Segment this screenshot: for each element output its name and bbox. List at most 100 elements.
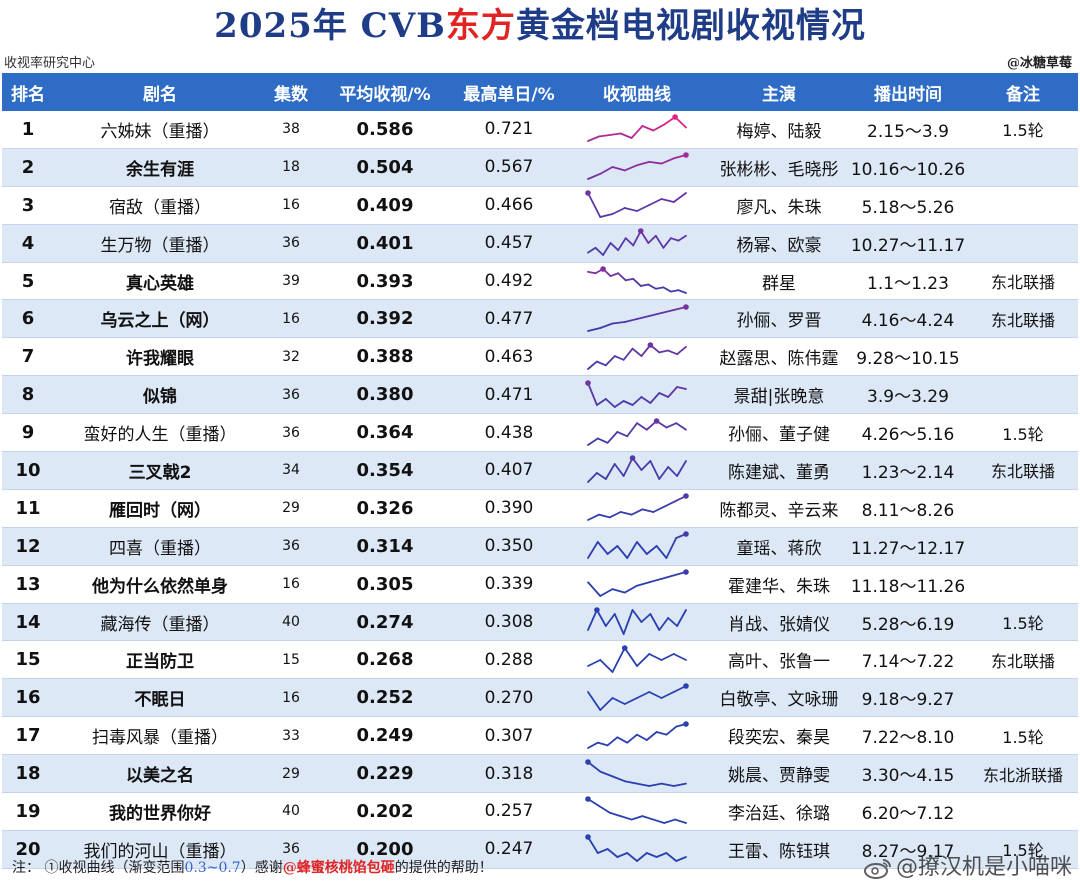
cell-avg: 0.305 [316,565,454,604]
cell-name: 生万物（重播） [54,224,266,263]
rating-curve [585,758,687,787]
curve-segment [676,345,687,355]
cell-note [968,527,1078,566]
cell-time: 8.27～9.17 [848,830,968,869]
cell-rank: 10 [2,451,54,490]
cell-note: 1.5轮 [968,830,1078,869]
curve-segment [665,421,678,429]
cell-cast: 陈建斌、董勇 [710,451,848,490]
col-avg: 平均收视/% [316,73,454,111]
curve-peak-dot [585,796,591,803]
footer-mid: ）感谢 [240,860,283,876]
table-row: 6 乌云之上（网） 16 0.392 0.477 孙俪、罗晋 4.16～4.24 东北联播 [2,299,1078,339]
table-header: 排名 剧名 集数 平均收视/% 最高单日/% 收视曲线 主演 播出时间 备注 [2,73,1078,111]
col-name: 剧名 [54,73,266,111]
curve-segment [611,320,626,325]
rating-curve [587,720,689,749]
title-post: 黄金档电视剧收视情况 [515,6,866,46]
curve-segment [655,852,668,859]
curve-segment [675,856,687,863]
curve-segment [606,736,619,746]
curve-segment [662,286,672,293]
cell-note [968,792,1078,831]
cell-peak: 0.466 [454,186,564,225]
curve-segment [648,690,663,699]
cell-curve [564,148,710,187]
curve-segment [658,617,670,631]
footer-pre: 注： ①收视曲线（渐变范围 [12,860,185,876]
curve-segment [648,653,663,661]
cell-time: 1.1～1.23 [848,262,968,301]
curve-segment [675,421,687,431]
cell-name: 乌云之上（网） [54,299,266,339]
curve-segment [599,322,614,329]
cell-name: 宿敌（重播） [54,186,266,225]
rating-curve [587,569,689,598]
curve-segment [647,283,657,290]
curve-segment [596,541,609,556]
cell-note: 东北浙联播 [968,754,1078,794]
cell-eps: 36 [266,375,316,415]
cell-rank: 4 [2,224,54,263]
cell-eps: 29 [266,489,316,528]
cell-rank: 8 [2,375,54,415]
rating-curve [587,114,687,143]
watermark-text: @撩汉机是小喵咪 [895,855,1072,880]
curve-segment [596,741,609,746]
cell-curve [564,678,710,718]
curve-segment [648,198,663,207]
curve-segment [622,347,634,361]
curve-segment [636,314,651,320]
rating-curve [585,796,687,825]
table-row: 20 我们的河山（重播） 36 0.200 0.247 王雷、陈钰琪 8.27～9.17 1.… [2,830,1078,869]
curve-segment [639,283,650,287]
cell-note: 东北联播 [968,451,1078,490]
cell-rank: 15 [2,640,54,680]
cell-curve [564,565,710,604]
col-curve: 收视曲线 [564,73,710,111]
cell-note [968,489,1078,528]
cell-curve [564,489,710,528]
curve-segment [596,397,607,406]
curve-segment [587,136,600,143]
curve-segment [599,696,614,711]
cell-time: 2.15～3.9 [848,111,968,149]
cell-note [968,678,1078,718]
cell-curve [564,111,710,149]
cell-curve [564,603,710,642]
page-title: 2025年 CVB东方黄金档电视剧收视情况 [0,2,1080,50]
curve-segment [658,391,670,398]
cell-cast: 童瑶、蒋欣 [710,527,848,566]
curve-peak-dot [585,190,591,197]
rating-curve [587,341,687,370]
cell-note: 东北联播 [968,262,1078,301]
cell-curve [564,186,710,225]
cell-name: 扫毒风暴（重播） [54,716,266,756]
curve-segment [587,326,602,332]
curve-segment [636,204,651,213]
curve-segment [640,460,652,472]
rating-curve [587,645,687,673]
cell-cast: 景甜|张晚意 [710,375,848,415]
curve-segment [587,741,599,749]
col-cast: 主演 [710,73,848,111]
cell-avg: 0.314 [316,527,454,566]
cell-name: 六姊妹（重播） [54,111,266,149]
curve-segment [636,421,648,431]
curve-segment [587,541,599,560]
curve-segment [626,733,638,744]
cell-name: 三叉戟2 [54,451,266,490]
curve-segment [660,574,675,580]
curve-segment [636,581,651,587]
curve-segment [613,613,625,635]
curve-segment [587,247,597,254]
cell-rank: 16 [2,678,54,718]
cell-time: 9.28～10.15 [848,337,968,377]
cell-time: 3.30～4.15 [848,754,968,794]
curve-segment [636,541,648,556]
cell-rank: 1 [2,111,54,149]
cell-rank: 3 [2,186,54,225]
table-row: 16 不眠日 16 0.252 0.270 白敬亭、文咏珊 9.18～9.27 [2,678,1078,718]
cell-eps: 15 [266,640,316,680]
curve-segment [587,360,598,370]
